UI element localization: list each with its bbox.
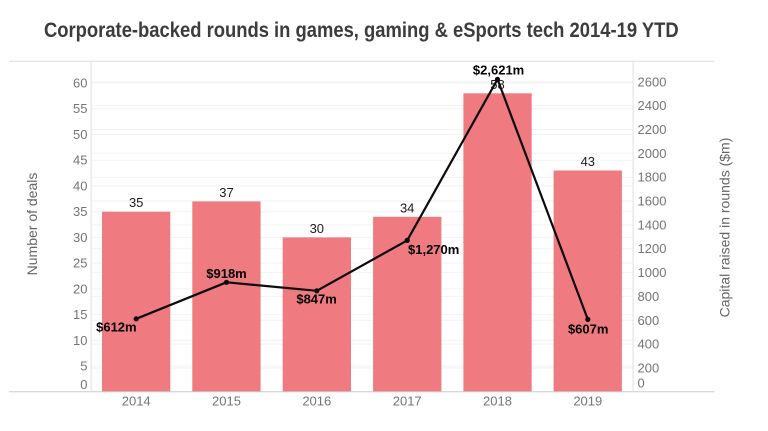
svg-text:2200: 2200	[638, 122, 667, 137]
svg-text:2017: 2017	[393, 394, 422, 409]
svg-text:$918m: $918m	[206, 266, 246, 281]
svg-text:1800: 1800	[638, 170, 667, 185]
svg-text:2000: 2000	[638, 146, 667, 161]
svg-text:35: 35	[73, 204, 87, 219]
svg-text:60: 60	[73, 76, 87, 91]
svg-text:2400: 2400	[638, 98, 667, 113]
svg-text:30: 30	[73, 230, 87, 245]
svg-text:$2,621m: $2,621m	[473, 63, 524, 78]
svg-text:2019: 2019	[573, 394, 602, 409]
svg-text:1000: 1000	[638, 265, 667, 280]
svg-text:34: 34	[400, 200, 414, 215]
svg-text:Corporate-backed rounds in gam: Corporate-backed rounds in games, gaming…	[44, 19, 679, 42]
svg-text:40: 40	[73, 178, 87, 193]
svg-text:10: 10	[73, 333, 87, 348]
svg-text:$1,270m: $1,270m	[408, 242, 459, 257]
svg-text:200: 200	[638, 361, 660, 376]
svg-text:1200: 1200	[638, 241, 667, 256]
svg-text:0: 0	[638, 376, 645, 391]
svg-text:35: 35	[129, 195, 143, 210]
svg-text:400: 400	[638, 337, 660, 352]
svg-text:$847m: $847m	[296, 291, 336, 306]
svg-text:2600: 2600	[638, 74, 667, 89]
svg-text:$612m: $612m	[96, 319, 136, 334]
svg-text:2015: 2015	[212, 394, 241, 409]
svg-text:600: 600	[638, 313, 660, 328]
svg-text:Capital raised in rounds ($m): Capital raised in rounds ($m)	[716, 138, 732, 318]
svg-text:25: 25	[73, 256, 87, 271]
svg-text:50: 50	[73, 127, 87, 142]
svg-text:Number of deals: Number of deals	[24, 173, 40, 276]
svg-text:43: 43	[581, 154, 595, 169]
svg-text:5: 5	[80, 359, 87, 374]
svg-text:15: 15	[73, 307, 87, 322]
svg-text:30: 30	[310, 221, 324, 236]
svg-text:37: 37	[219, 185, 233, 200]
svg-text:1600: 1600	[638, 194, 667, 209]
svg-text:2018: 2018	[483, 394, 512, 409]
svg-text:1400: 1400	[638, 217, 667, 232]
svg-text:800: 800	[638, 289, 660, 304]
svg-text:0: 0	[80, 377, 87, 392]
svg-text:2014: 2014	[122, 394, 151, 409]
svg-text:45: 45	[73, 153, 87, 168]
svg-text:20: 20	[73, 281, 87, 296]
svg-text:$607m: $607m	[568, 321, 608, 336]
svg-text:55: 55	[73, 101, 87, 116]
svg-text:2016: 2016	[302, 394, 331, 409]
